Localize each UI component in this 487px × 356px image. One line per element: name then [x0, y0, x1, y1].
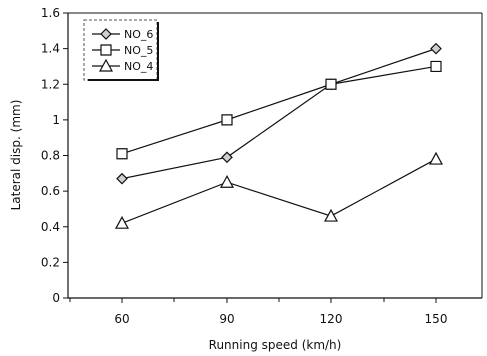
- legend-entry: NO_6: [92, 28, 153, 41]
- series-no-5: [116, 60, 442, 160]
- x-tick-label: 120: [320, 312, 343, 326]
- y-tick-label: 0.2: [41, 255, 60, 269]
- data-point-square: [116, 148, 128, 160]
- data-point-square: [221, 114, 233, 126]
- data-point-triangle: [114, 215, 130, 229]
- ticks: 0 0.2 0.4 0.6 0.8 1 1.2 1.4 1.6 60 90 120 150: [41, 6, 448, 326]
- series-line: [121, 158, 437, 224]
- series-line: [121, 48, 437, 180]
- series-no-6: [116, 42, 442, 185]
- data-point-triangle: [428, 151, 444, 165]
- y-tick-label: 0.4: [41, 220, 60, 234]
- legend-marker-triangle: [98, 58, 114, 72]
- legend-label: NO_6: [124, 28, 153, 41]
- data-point-triangle: [219, 174, 235, 188]
- data-point-square: [430, 60, 442, 73]
- legend-box: [83, 19, 158, 81]
- y-tick-label: 1.4: [41, 42, 60, 56]
- y-axis-title: Lateral disp. (mm): [9, 100, 23, 211]
- legend: NO_6 NO_5 NO_4: [83, 19, 159, 81]
- data-point-diamond: [430, 42, 442, 55]
- legend-entry: NO_5: [92, 44, 153, 57]
- data-point-diamond: [221, 151, 233, 164]
- x-tick-label: 60: [114, 312, 129, 326]
- data-point-square: [325, 78, 337, 90]
- legend-label: NO_4: [124, 60, 153, 73]
- legend-marker-diamond: [100, 28, 112, 40]
- series-layer: [114, 42, 444, 229]
- y-tick-label: 1.2: [41, 77, 60, 91]
- x-tick-label: 90: [219, 312, 234, 326]
- legend-marker-square: [100, 44, 112, 56]
- y-tick-label: 0.6: [41, 184, 60, 198]
- y-tick-label: 0.8: [41, 149, 60, 163]
- legend-entry: NO_4: [92, 58, 153, 73]
- data-point-triangle: [323, 208, 339, 222]
- series-no-4: [114, 151, 444, 229]
- series-line: [121, 65, 437, 155]
- y-tick-label: 1.6: [41, 6, 60, 20]
- x-axis-title: Running speed (km/h): [209, 338, 342, 352]
- legend-label: NO_5: [124, 44, 153, 57]
- data-point-diamond: [116, 172, 128, 185]
- x-tick-label: 150: [425, 312, 448, 326]
- y-tick-label: 1: [52, 113, 60, 127]
- legend-box-shadow: [88, 22, 159, 81]
- y-tick-label: 0: [52, 291, 60, 305]
